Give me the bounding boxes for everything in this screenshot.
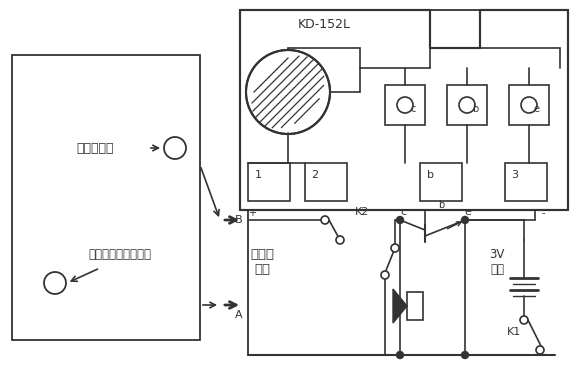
Circle shape <box>336 236 344 244</box>
Text: K2: K2 <box>355 207 369 217</box>
Circle shape <box>520 316 528 324</box>
Bar <box>385 85 425 125</box>
Text: c: c <box>410 104 416 114</box>
Circle shape <box>521 97 537 113</box>
Bar <box>420 163 462 201</box>
Text: 1: 1 <box>255 170 262 180</box>
Circle shape <box>396 352 404 358</box>
Bar <box>447 85 487 125</box>
Circle shape <box>461 352 468 358</box>
Circle shape <box>536 346 544 354</box>
Bar <box>240 10 568 210</box>
Text: -: - <box>541 208 545 218</box>
Text: b: b <box>426 170 434 180</box>
Text: K1: K1 <box>507 327 521 337</box>
Circle shape <box>321 216 329 224</box>
Bar <box>407 292 423 320</box>
Circle shape <box>44 272 66 294</box>
Circle shape <box>459 97 475 113</box>
Text: B: B <box>236 215 243 225</box>
Text: b: b <box>438 200 444 210</box>
Text: b: b <box>472 104 478 114</box>
Circle shape <box>391 244 399 252</box>
Text: A: A <box>236 310 243 320</box>
Text: 水箱下部进水铜螺母: 水箱下部进水铜螺母 <box>89 249 151 261</box>
Bar <box>12 55 200 340</box>
Bar <box>509 85 549 125</box>
Text: c: c <box>400 207 406 217</box>
Bar <box>240 10 568 210</box>
Circle shape <box>396 217 404 223</box>
Text: 3: 3 <box>511 170 518 180</box>
Text: 水箱出气孔: 水箱出气孔 <box>76 141 113 155</box>
Text: 太阳能
水箱: 太阳能 水箱 <box>250 248 274 276</box>
Bar <box>505 163 547 201</box>
Circle shape <box>381 271 389 279</box>
Text: e: e <box>465 207 471 217</box>
Circle shape <box>246 50 330 134</box>
Text: 3V
电池: 3V 电池 <box>490 248 505 276</box>
Text: KD-152L: KD-152L <box>298 18 351 30</box>
Bar <box>248 163 290 201</box>
Circle shape <box>461 217 468 223</box>
Polygon shape <box>393 289 407 323</box>
Circle shape <box>397 97 413 113</box>
Text: 2: 2 <box>312 170 319 180</box>
Text: +: + <box>248 208 256 218</box>
Circle shape <box>164 137 186 159</box>
Bar <box>305 163 347 201</box>
Text: e: e <box>534 104 540 114</box>
